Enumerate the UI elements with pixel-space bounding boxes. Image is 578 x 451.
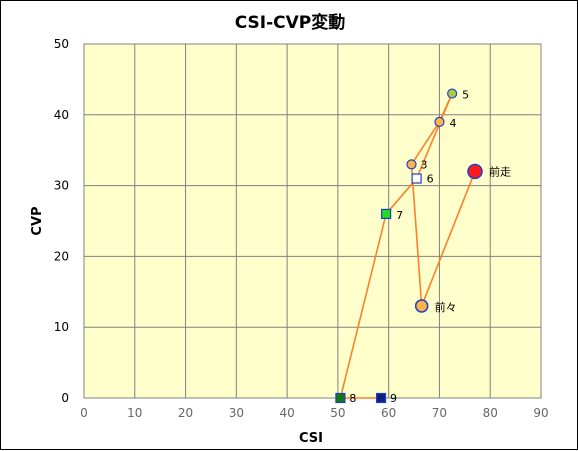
y-tick-label: 50 bbox=[54, 37, 69, 51]
data-point-3 bbox=[406, 159, 417, 170]
point-label-9: 9 bbox=[390, 392, 397, 405]
point-label-前々: 前々 bbox=[435, 300, 457, 314]
x-tick-label: 10 bbox=[127, 406, 142, 420]
x-tick-label: 20 bbox=[178, 406, 193, 420]
y-tick-label: 10 bbox=[54, 320, 69, 334]
x-tick-label: 0 bbox=[80, 406, 88, 420]
x-tick-label: 60 bbox=[381, 406, 396, 420]
point-label-7: 7 bbox=[396, 209, 403, 222]
y-axis-label: CVP bbox=[30, 206, 45, 235]
data-point-9 bbox=[375, 392, 387, 404]
data-point-5 bbox=[447, 88, 458, 99]
tick-labels: 0 10 20 30 40 50 60 70 80 90 0 10 20 30 40 50 bbox=[54, 37, 549, 420]
data-point-7 bbox=[381, 208, 392, 220]
y-tick-label: 0 bbox=[61, 391, 69, 405]
y-tick-label: 30 bbox=[54, 179, 69, 193]
x-tick-label: 70 bbox=[432, 406, 447, 420]
data-point-8 bbox=[335, 392, 346, 404]
point-label-前走: 前走 bbox=[489, 164, 511, 178]
data-point-前々 bbox=[414, 299, 429, 313]
x-axis-label: CSI bbox=[299, 431, 323, 446]
data-point-4 bbox=[434, 116, 445, 127]
x-tick-label: 40 bbox=[279, 406, 294, 420]
point-label-5: 5 bbox=[462, 89, 469, 102]
data-markers bbox=[335, 88, 483, 404]
point-label-3: 3 bbox=[421, 158, 428, 171]
point-label-8: 8 bbox=[349, 392, 356, 405]
x-tick-label: 90 bbox=[533, 406, 548, 420]
point-label-4: 4 bbox=[449, 117, 456, 130]
point-label-6: 6 bbox=[427, 173, 434, 186]
y-tick-label: 40 bbox=[54, 108, 69, 122]
x-tick-label: 30 bbox=[229, 406, 244, 420]
data-point-6 bbox=[411, 173, 422, 184]
plot-area bbox=[83, 43, 542, 399]
x-tick-label: 50 bbox=[330, 406, 345, 420]
data-point-前走 bbox=[467, 163, 483, 180]
grid-lines bbox=[84, 44, 541, 398]
chart-title: CSI-CVP変動 bbox=[235, 12, 346, 33]
y-tick-label: 20 bbox=[54, 249, 69, 263]
x-tick-label: 80 bbox=[483, 406, 498, 420]
